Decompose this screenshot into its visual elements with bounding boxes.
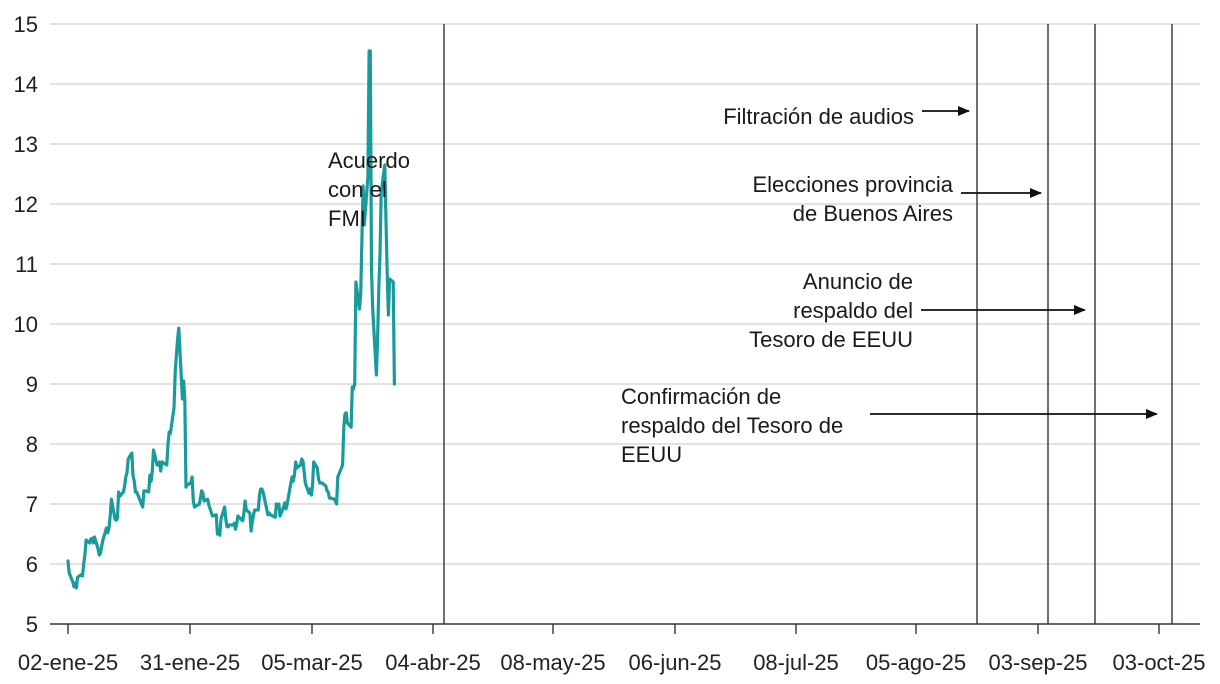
event-annotation-text: Filtración de audios [723, 104, 914, 129]
grid-lines [50, 23, 1200, 565]
x-tick-label: 05-mar-25 [261, 650, 362, 675]
event-annotation-text: EEUU [621, 442, 682, 467]
x-tick-label: 08-jul-25 [753, 650, 839, 675]
event-annotation-text: de Buenos Aires [793, 201, 953, 226]
x-tick-label: 05-ago-25 [866, 650, 966, 675]
event-annotation-text: Tesoro de EEUU [749, 327, 913, 352]
y-tick-label: 13 [14, 132, 38, 157]
event-annotation-text: Anuncio de [803, 269, 913, 294]
x-tick-label: 08-may-25 [500, 650, 605, 675]
x-tick-label: 03-oct-25 [1113, 650, 1206, 675]
y-tick-label: 5 [26, 612, 38, 637]
event-annotation-text: Acuerdo [328, 148, 410, 173]
y-tick-label: 15 [14, 12, 38, 37]
event-annotation-text: FMI [328, 206, 366, 231]
y-tick-label: 8 [26, 432, 38, 457]
x-tick-label: 31-ene-25 [140, 650, 240, 675]
y-tick-label: 6 [26, 552, 38, 577]
x-tick-label: 03-sep-25 [988, 650, 1087, 675]
x-tick-label: 06-jun-25 [629, 650, 722, 675]
event-lines [443, 24, 1173, 624]
event-annotation-text: respaldo del Tesoro de [621, 413, 843, 438]
series-line [66, 49, 396, 590]
y-tick-label: 7 [26, 492, 38, 517]
event-annotation-text: Confirmación de [621, 384, 781, 409]
y-tick-label: 11 [15, 252, 38, 277]
y-tick-label: 9 [26, 372, 38, 397]
x-tick-label: 02-ene-25 [18, 650, 118, 675]
axes: 5 6 7 8 9 10 11 12 13 14 15 02-ene-25 31-ene-25 05-ma… [14, 12, 1206, 675]
y-tick-label: 10 [14, 312, 38, 337]
series-layer [66, 49, 396, 590]
event-annotation-text: Elecciones provincia [752, 172, 953, 197]
annotations: Acuerdo con el FMI Filtración de audios Elec… [328, 104, 1158, 467]
event-annotation-text: con el [328, 177, 387, 202]
event-annotation-text: respaldo del [793, 298, 913, 323]
x-tick-label: 04-abr-25 [385, 650, 480, 675]
y-tick-label: 12 [14, 192, 38, 217]
y-tick-label: 14 [14, 72, 38, 97]
